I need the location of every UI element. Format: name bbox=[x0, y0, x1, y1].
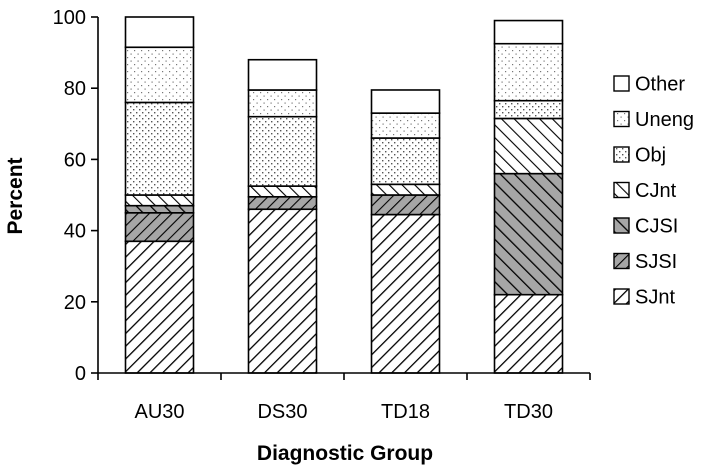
bar-segment-td18-sjsi bbox=[370, 194, 441, 216]
y-axis-title: Percent bbox=[4, 157, 27, 234]
bar-segment-td18-sjnt bbox=[370, 213, 441, 374]
plot-area bbox=[124, 16, 564, 374]
bar-segment-td18-uneng bbox=[370, 112, 441, 139]
x-tick-label: DS30 bbox=[257, 401, 307, 423]
bar-segment-au30-obj bbox=[124, 101, 195, 196]
bar-segment-ds30-other bbox=[247, 58, 318, 91]
legend-item-other: Other bbox=[613, 74, 685, 96]
bar-segment-au30-sjnt bbox=[124, 240, 195, 374]
bar-segment-td30-cjnt bbox=[493, 117, 564, 175]
bar-segment-td30-other bbox=[493, 19, 564, 45]
legend-label: SJnt bbox=[635, 287, 675, 309]
bar-segment-td30-sjnt bbox=[493, 293, 564, 374]
bar-segment-td18-obj bbox=[370, 137, 441, 186]
bar-segment-au30-sjsi bbox=[124, 212, 195, 243]
legend-label: CJnt bbox=[635, 180, 677, 202]
legend-item-uneng: Uneng bbox=[613, 109, 694, 131]
legend-swatch bbox=[613, 288, 630, 305]
legend-label: Other bbox=[635, 74, 685, 96]
bar-segment-td30-obj bbox=[493, 99, 564, 120]
legend-swatch bbox=[613, 252, 630, 270]
legend-item-sjnt: SJnt bbox=[613, 287, 675, 309]
y-tick-label: 40 bbox=[64, 221, 86, 243]
y-tick-label: 80 bbox=[64, 78, 86, 100]
axes: AU30 DS30 TD18 TD30 0 20 40 60 80 100 bbox=[53, 7, 591, 423]
bar-segment-au30-other bbox=[124, 16, 195, 49]
bar-segment-td18-other bbox=[370, 89, 441, 114]
legend-item-obj: Obj bbox=[613, 145, 666, 167]
legend-item-cjnt: CJnt bbox=[613, 180, 677, 202]
legend-label: Obj bbox=[635, 145, 666, 167]
y-tick-label: 20 bbox=[64, 292, 86, 314]
legend: Other Uneng Obj CJnt CJSI SJSI SJnt bbox=[613, 74, 694, 309]
bar-segment-ds30-sjnt bbox=[247, 208, 318, 374]
bar-segment-ds30-obj bbox=[247, 115, 318, 187]
x-tick-label: TD18 bbox=[381, 401, 430, 423]
legend-swatch bbox=[613, 146, 630, 163]
bar-segment-td30-cjsi bbox=[493, 172, 564, 296]
y-tick-label: 60 bbox=[64, 149, 86, 171]
legend-label: CJSI bbox=[635, 216, 678, 238]
bar-segment-ds30-sjsi bbox=[247, 195, 318, 211]
y-tick-label: 100 bbox=[53, 7, 86, 29]
bar-segment-au30-cjsi bbox=[124, 204, 195, 214]
legend-swatch bbox=[613, 217, 630, 234]
bar-segment-au30-uneng bbox=[124, 46, 195, 104]
x-axis-title: Diagnostic Group bbox=[257, 442, 433, 465]
legend-label: Uneng bbox=[635, 109, 694, 131]
legend-item-sjsi: SJSI bbox=[613, 251, 677, 273]
y-tick-label: 0 bbox=[75, 363, 86, 385]
legend-label: SJSI bbox=[635, 251, 677, 273]
bar-segment-ds30-cjnt bbox=[247, 185, 318, 198]
legend-swatch bbox=[613, 110, 630, 128]
bar-segment-td18-cjnt bbox=[370, 183, 441, 196]
legend-swatch bbox=[613, 181, 630, 199]
bar-segment-td30-uneng bbox=[493, 42, 564, 102]
x-tick-label: AU30 bbox=[134, 401, 184, 423]
bar-segment-au30-cjnt bbox=[124, 194, 195, 207]
legend-item-cjsi: CJSI bbox=[613, 216, 678, 238]
bar-segment-ds30-uneng bbox=[247, 89, 318, 118]
x-tick-label: TD30 bbox=[504, 401, 553, 423]
legend-swatch bbox=[613, 75, 630, 92]
